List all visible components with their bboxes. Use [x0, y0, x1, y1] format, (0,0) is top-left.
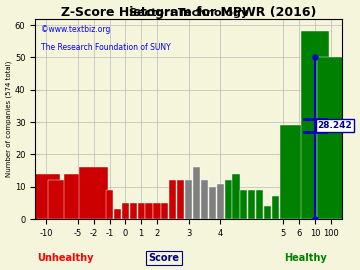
- Title: Z-Score Histogram for MPWR (2016): Z-Score Histogram for MPWR (2016): [61, 6, 316, 19]
- Bar: [106, 190, 113, 219]
- Bar: [130, 203, 137, 219]
- Bar: [248, 190, 255, 219]
- Bar: [185, 180, 192, 219]
- Bar: [161, 203, 168, 219]
- Bar: [256, 190, 263, 219]
- Bar: [233, 174, 240, 219]
- Bar: [138, 203, 145, 219]
- Bar: [80, 167, 108, 219]
- Text: 28.242: 28.242: [318, 121, 352, 130]
- Bar: [280, 200, 287, 219]
- Bar: [114, 210, 121, 219]
- Bar: [201, 180, 208, 219]
- Bar: [225, 180, 232, 219]
- Bar: [264, 206, 271, 219]
- Text: Healthy: Healthy: [284, 253, 327, 263]
- Bar: [317, 57, 345, 219]
- Text: Unhealthy: Unhealthy: [37, 253, 94, 263]
- Bar: [301, 32, 329, 219]
- Bar: [272, 197, 279, 219]
- Bar: [122, 203, 129, 219]
- Bar: [240, 190, 247, 219]
- Bar: [209, 187, 216, 219]
- Y-axis label: Number of companies (574 total): Number of companies (574 total): [5, 61, 12, 177]
- Bar: [32, 174, 60, 219]
- Text: Score: Score: [149, 253, 180, 263]
- Bar: [177, 180, 184, 219]
- Text: ©www.textbiz.org: ©www.textbiz.org: [41, 25, 111, 33]
- Bar: [145, 203, 153, 219]
- Bar: [153, 203, 161, 219]
- Bar: [279, 125, 319, 219]
- Bar: [48, 180, 76, 219]
- Bar: [169, 180, 176, 219]
- Bar: [64, 174, 92, 219]
- Text: Sector: Technology: Sector: Technology: [129, 8, 248, 18]
- Bar: [193, 167, 200, 219]
- Bar: [217, 184, 224, 219]
- Text: The Research Foundation of SUNY: The Research Foundation of SUNY: [41, 43, 171, 52]
